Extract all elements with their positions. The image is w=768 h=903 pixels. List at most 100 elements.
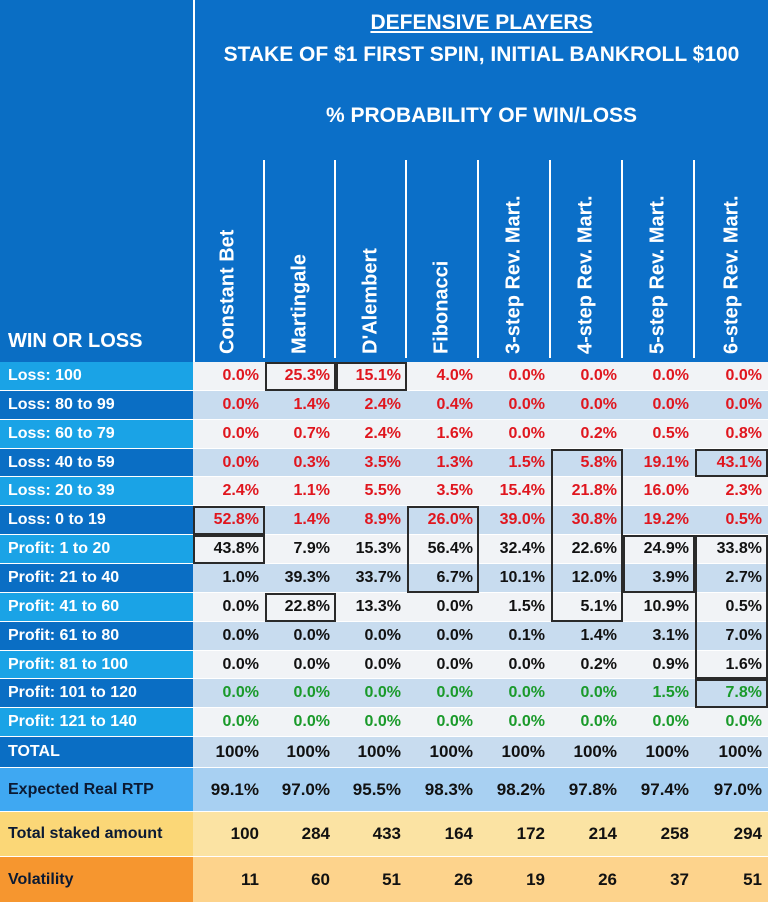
table-cell: 33.7% <box>336 564 407 592</box>
table-cell: 0.0% <box>193 593 265 621</box>
table-cell: 26 <box>407 857 479 902</box>
table-cell: 2.7% <box>695 564 768 592</box>
table-cell: 60 <box>265 857 336 902</box>
table-cell: 10.1% <box>479 564 551 592</box>
table-cell: 26.0% <box>407 506 479 534</box>
table-cell: 97.8% <box>551 768 623 811</box>
table-cell: 0.0% <box>265 651 336 678</box>
table-cell: 21.8% <box>551 477 623 505</box>
table-cell: 1.1% <box>265 477 336 505</box>
row-label: Expected Real RTP <box>0 768 193 811</box>
table-cell: 1.5% <box>479 449 551 476</box>
table-cell: 0.0% <box>193 679 265 707</box>
table-cell: 0.0% <box>193 708 265 736</box>
table-cell: 98.3% <box>407 768 479 811</box>
table-cell: 433 <box>336 812 407 856</box>
column-header-label: Martingale <box>288 253 310 354</box>
table-cell: 99.1% <box>193 768 265 811</box>
table-cell: 100% <box>551 737 623 767</box>
column-header: Fibonacci <box>407 160 479 358</box>
table-cell: 3.9% <box>623 564 695 592</box>
table-cell: 1.5% <box>623 679 695 707</box>
table-cell: 2.4% <box>336 391 407 419</box>
table-cell: 5.8% <box>551 449 623 476</box>
table-cell: 100% <box>265 737 336 767</box>
table-cell: 0.0% <box>265 622 336 650</box>
column-header-label: 5-step Rev. Mart. <box>646 195 669 354</box>
table-cell: 0.0% <box>336 708 407 736</box>
table-cell: 172 <box>479 812 551 856</box>
column-header: D'Alembert <box>336 160 407 358</box>
table-cell: 33.8% <box>695 535 768 563</box>
table-cell: 0.0% <box>265 679 336 707</box>
table-cell: 0.0% <box>407 622 479 650</box>
table-cell: 97.4% <box>623 768 695 811</box>
table-cell: 7.8% <box>695 679 768 707</box>
column-header: Constant Bet <box>193 160 265 358</box>
table-caption: % PROBABILITY OF WIN/LOSS <box>325 104 638 127</box>
row-label: Profit: 121 to 140 <box>0 708 193 736</box>
column-header-label: 6-step Rev. Mart. <box>720 195 742 354</box>
table-cell: 13.3% <box>336 593 407 621</box>
table-cell: 56.4% <box>407 535 479 563</box>
table-cell: 0.9% <box>623 651 695 678</box>
table-cell: 0.5% <box>623 420 695 448</box>
table-cell: 0.0% <box>193 622 265 650</box>
table-cell: 6.7% <box>407 564 479 592</box>
table-cell: 0.2% <box>551 651 623 678</box>
column-header-label: D'Alembert <box>359 248 381 354</box>
table-cell: 22.8% <box>265 593 336 621</box>
table-cell: 0.0% <box>479 651 551 678</box>
table-cell: 7.0% <box>695 622 768 650</box>
table-cell: 15.1% <box>336 362 407 390</box>
table-cell: 0.0% <box>336 622 407 650</box>
table-cell: 97.0% <box>265 768 336 811</box>
column-header-label: Constant Bet <box>216 229 239 354</box>
row-label: Loss: 60 to 79 <box>0 420 193 448</box>
row-label: Profit: 1 to 20 <box>0 535 193 563</box>
table-cell: 0.0% <box>336 651 407 678</box>
table-cell: 0.0% <box>695 708 768 736</box>
row-label: Loss: 80 to 99 <box>0 391 193 419</box>
table-cell: 0.5% <box>695 593 768 621</box>
table-cell: 0.0% <box>407 679 479 707</box>
table-cell: 97.0% <box>695 768 768 811</box>
table-cell: 22.6% <box>551 535 623 563</box>
table-subtitle: STAKE OF $1 FIRST SPIN, INITIAL BANKROLL… <box>223 43 740 66</box>
column-header: 4-step Rev. Mart. <box>551 160 623 358</box>
table-cell: 1.6% <box>695 651 768 678</box>
row-label: Volatility <box>0 857 193 902</box>
table-cell: 30.8% <box>551 506 623 534</box>
table-cell: 294 <box>695 812 768 856</box>
table-cell: 15.3% <box>336 535 407 563</box>
table-cell: 0.0% <box>407 651 479 678</box>
table-cell: 51 <box>336 857 407 902</box>
table-cell: 100% <box>193 737 265 767</box>
table-cell: 0.0% <box>695 391 768 419</box>
table-cell: 10.9% <box>623 593 695 621</box>
table-cell: 100 <box>193 812 265 856</box>
row-label: Loss: 20 to 39 <box>0 477 193 505</box>
table-cell: 7.9% <box>265 535 336 563</box>
table-cell: 52.8% <box>193 506 265 534</box>
table-cell: 1.4% <box>265 506 336 534</box>
table-cell: 1.3% <box>407 449 479 476</box>
table-cell: 0.8% <box>695 420 768 448</box>
table-cell: 100% <box>623 737 695 767</box>
table-cell: 0.0% <box>695 362 768 390</box>
table-cell: 37 <box>623 857 695 902</box>
table-cell: 25.3% <box>265 362 336 390</box>
table-cell: 0.0% <box>551 708 623 736</box>
table-cell: 0.4% <box>407 391 479 419</box>
column-header: Martingale <box>265 160 336 358</box>
table-cell: 16.0% <box>623 477 695 505</box>
table-cell: 100% <box>479 737 551 767</box>
column-header: 3-step Rev. Mart. <box>479 160 551 358</box>
row-label: Profit: 101 to 120 <box>0 679 193 707</box>
table-cell: 43.8% <box>193 535 265 563</box>
column-header: 6-step Rev. Mart. <box>695 160 768 358</box>
table-cell: 19 <box>479 857 551 902</box>
table-cell: 4.0% <box>407 362 479 390</box>
table-cell: 100% <box>407 737 479 767</box>
